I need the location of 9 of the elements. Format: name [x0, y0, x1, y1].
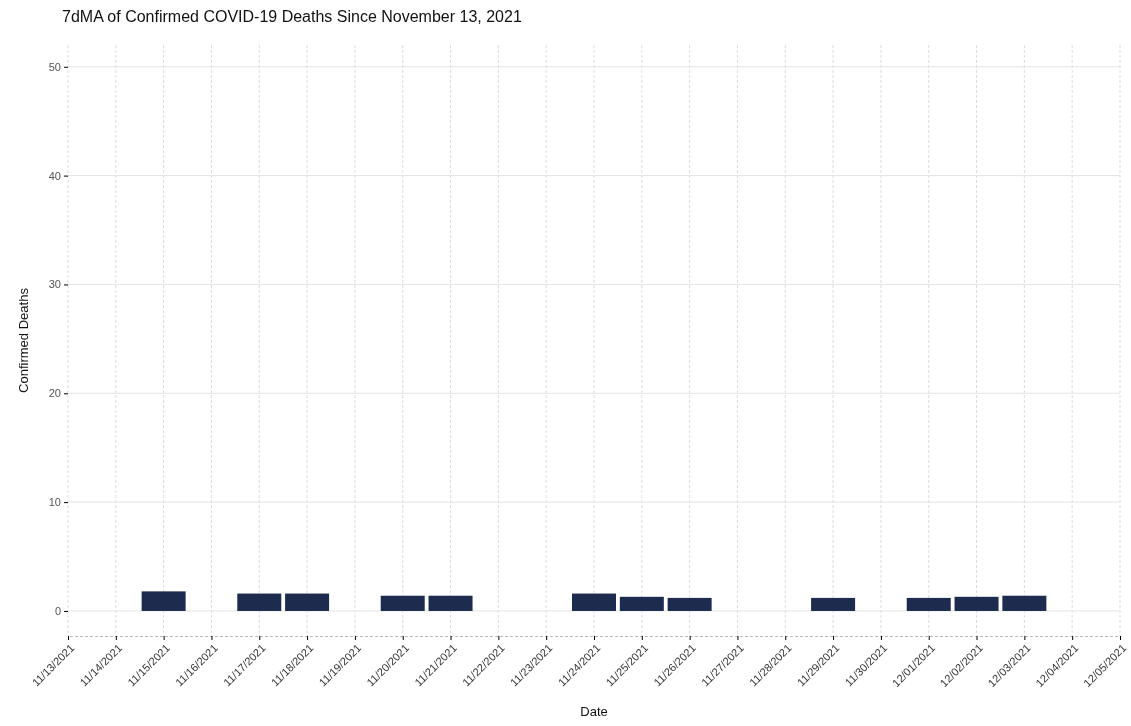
y-tick-label: 10 [48, 496, 61, 509]
y-tick-label: 50 [48, 60, 61, 73]
x-axis-title: Date [580, 704, 608, 719]
y-tick-label: 0 [54, 604, 61, 617]
y-tick-label: 40 [48, 169, 61, 182]
y-axis-title: Confirmed Deaths [16, 287, 31, 393]
y-tick-label: 30 [48, 278, 61, 291]
y-tick-label: 20 [48, 387, 61, 400]
chart-title: 7dMA of Confirmed COVID-19 Deaths Since November 13, 2021 [62, 8, 522, 25]
